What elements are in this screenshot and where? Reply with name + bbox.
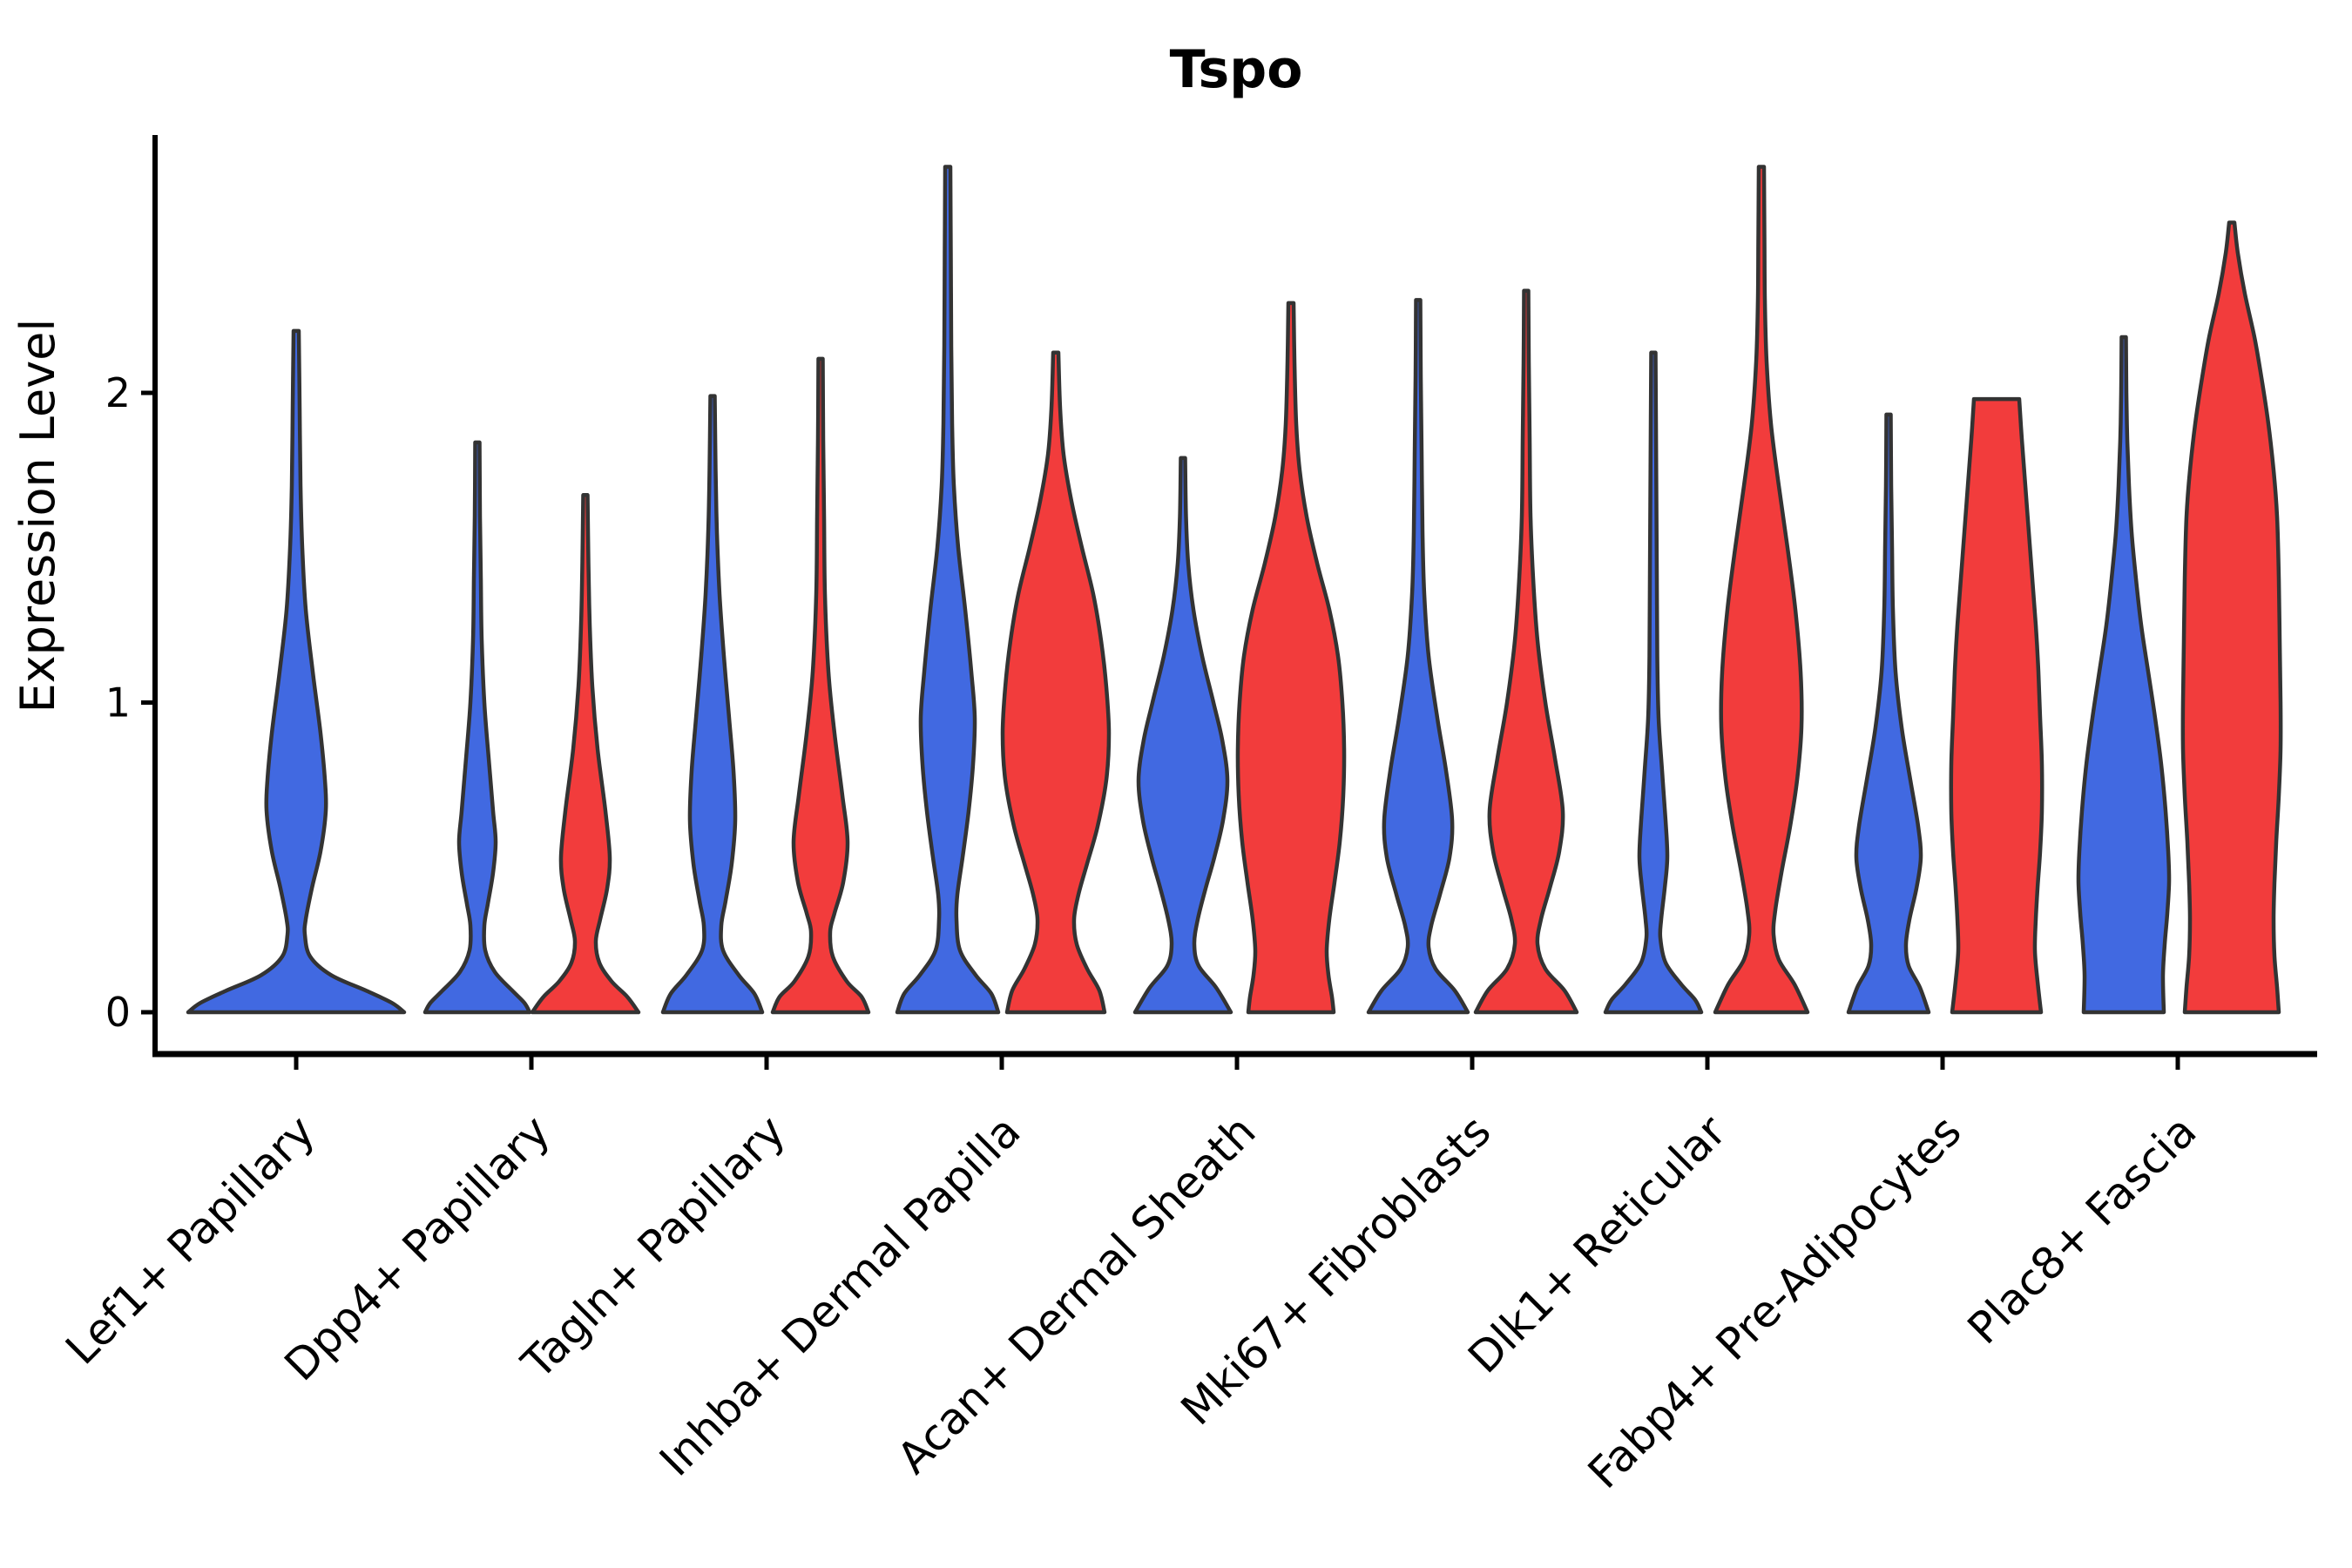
violin-acan-blue [1132, 456, 1233, 1015]
violin-plac8-red [2180, 220, 2283, 1015]
y-tick-label-1: 1 [105, 679, 131, 727]
violin-dpp4-red [530, 493, 641, 1015]
violin-mki67-blue [1366, 298, 1470, 1015]
violin-fabp4-red [1949, 396, 2044, 1015]
violin-tagln-blue [660, 394, 765, 1015]
violin-dlk1-blue [1603, 350, 1704, 1015]
violin-acan-red [1235, 301, 1347, 1015]
violin-dlk1-red [1713, 165, 1810, 1015]
x-tick-label-8: Plac8+ Fascia [1958, 1105, 2207, 1354]
violin-mki67-red [1473, 288, 1579, 1015]
x-tick-label-6: Dlk1+ Reticular [1458, 1105, 1735, 1382]
axes [141, 135, 2317, 1070]
violin-fabp4-blue [1846, 412, 1931, 1015]
violin-dpp4-blue [422, 440, 532, 1015]
y-axis-tick-labels: 0 1 2 [105, 369, 131, 1036]
x-tick-label-0: Lef1+ Papillary [56, 1105, 324, 1374]
violin-plac8-blue [2076, 335, 2172, 1015]
x-tick-label-7: Fabp4+ Pre-Adipocytes [1578, 1105, 1971, 1498]
y-axis-label: Expression Level [10, 319, 65, 713]
violins [186, 165, 2283, 1015]
violin-tagln-red [770, 356, 871, 1015]
y-tick-label-2: 2 [105, 369, 131, 416]
y-tick-label-0: 0 [105, 989, 131, 1036]
violin-inhba-blue [895, 165, 1001, 1015]
violin-lef1-blue [186, 328, 407, 1015]
violin-inhba-red [1000, 350, 1112, 1015]
plot-title: Tspo [1170, 39, 1303, 100]
x-tick-label-2: Tagln+ Papillary [511, 1105, 794, 1389]
